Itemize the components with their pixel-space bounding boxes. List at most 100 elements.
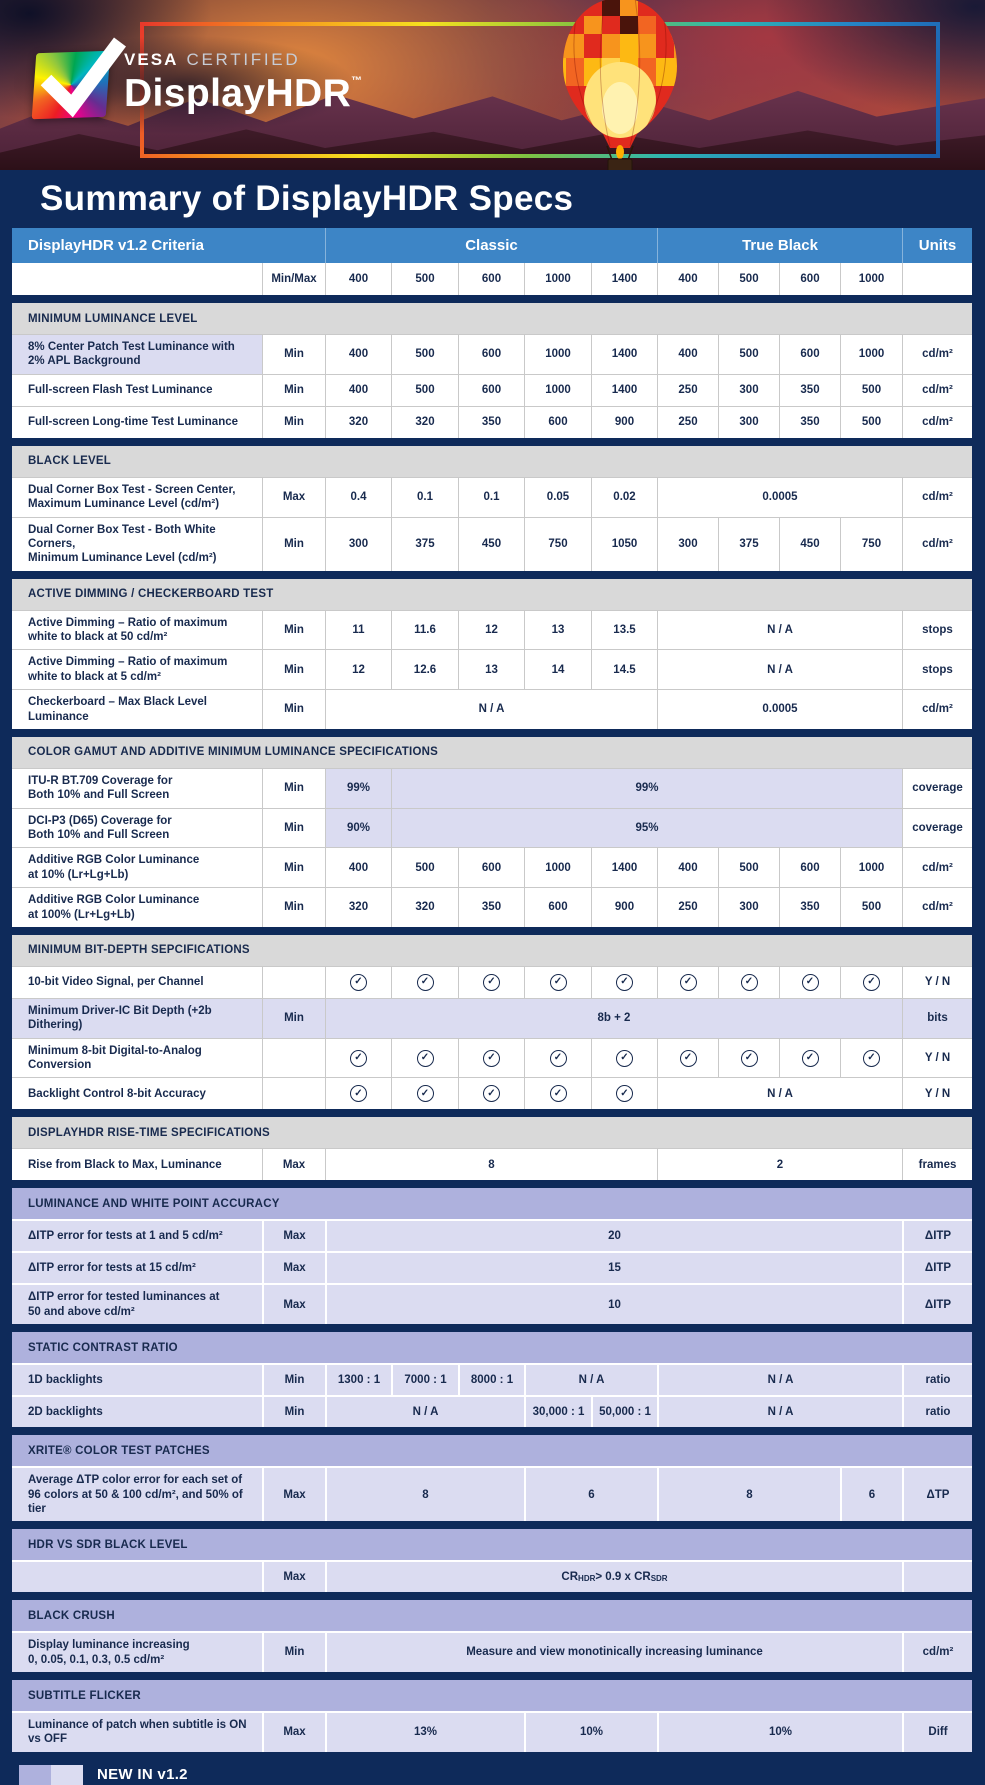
check-circle-icon: ✓ — [616, 973, 633, 991]
value-cell: 12.6 — [391, 650, 458, 690]
tier-units-cell — [902, 263, 972, 295]
spec-label-cell: Rise from Black to Max, Luminance — [28, 1158, 222, 1171]
check-circle-icon: ✓ — [416, 1049, 434, 1067]
minmax-cell — [262, 966, 325, 998]
section-static-contrast-ratio: STATIC CONTRAST RATIO 1D backlights Min 130… — [12, 1332, 972, 1428]
value-cell: 500 — [840, 406, 902, 438]
formula-text: CR — [561, 1571, 579, 1584]
spec-row: Dual Corner Box Test - Screen Center, Ma… — [12, 476, 972, 517]
value-cell: 400 — [325, 374, 391, 406]
tier-value-cell: 1000 — [524, 263, 591, 295]
value-cell: 500 — [391, 848, 458, 888]
value-cell: N / A — [657, 610, 902, 650]
spec-label-cell: 8% Center Patch Test Luminance with 2% A… — [12, 335, 262, 374]
spec-label-cell: Dual Corner Box Test - Screen Center, Ma… — [28, 483, 236, 511]
spec-row: Full-screen Long-time Test Luminance Min 3… — [12, 405, 972, 438]
value-cell: 350 — [458, 406, 524, 438]
minmax-cell: Max — [262, 1149, 325, 1181]
minmax-header-cell: Min/Max — [262, 263, 325, 295]
spec-row: Luminance of patch when subtitle is ON v… — [12, 1711, 972, 1752]
value-cell: ✓ — [524, 1078, 591, 1110]
value-cell: 90% — [325, 808, 391, 848]
value-cell: 12 — [325, 650, 391, 690]
value-cell: 8b + 2 — [325, 998, 902, 1038]
section-title: MINIMUM LUMINANCE LEVEL — [12, 303, 972, 334]
section-hdr-vs-sdr-black-level: HDR VS SDR BLACK LEVEL Max CR HDR > 0.9 x C… — [12, 1529, 972, 1593]
units-cell: Y / N — [902, 1078, 972, 1110]
value-cell: ✓ — [524, 1038, 591, 1078]
value-cell: 300 — [718, 888, 779, 927]
units-cell: cd/m² — [902, 888, 972, 927]
value-cell: N / A — [524, 1365, 657, 1396]
criteria-header: DisplayHDR v1.2 Criteria — [28, 237, 204, 254]
check-circle-icon: ✓ — [350, 973, 367, 991]
table-header-row: DisplayHDR v1.2 Criteria Classic True Blac… — [12, 228, 972, 263]
legend-swatch-medium — [19, 1764, 51, 1785]
logo-checkmark-icon — [40, 37, 126, 118]
hot-air-balloon — [563, 0, 677, 170]
value-cell: ✓ — [458, 1038, 524, 1078]
value-cell: 30,000 : 1 — [524, 1397, 591, 1428]
value-cell: 13 — [458, 650, 524, 690]
spec-label-cell: Checkerboard – Max Black Level Luminance — [28, 696, 207, 723]
value-cell: 15 — [325, 1253, 902, 1284]
spec-label-cell: ΔITP error for tested luminances at 50 a… — [28, 1291, 220, 1318]
spec-row: ΔITP error for tests at 1 and 5 cd/m² Max… — [12, 1219, 972, 1252]
section-title: SUBTITLE FLICKER — [12, 1680, 972, 1711]
value-cell: 1400 — [591, 335, 657, 374]
units-cell: coverage — [902, 768, 972, 808]
spec-row: 10-bit Video Signal, per Channel ✓ ✓ ✓ ✓ ✓ ✓ ✓ ✓… — [12, 965, 972, 998]
minmax-cell: Min — [262, 335, 325, 374]
check-circle-icon: ✓ — [679, 1049, 697, 1067]
check-circle-icon: ✓ — [863, 1049, 880, 1067]
minmax-cell: Min — [262, 848, 325, 888]
check-circle-icon: ✓ — [483, 1085, 500, 1103]
spec-label-cell: Active Dimming – Ratio of maximum white … — [28, 616, 228, 643]
check-circle-icon: ✓ — [616, 1049, 633, 1067]
check-circle-icon: ✓ — [863, 973, 880, 991]
value-cell: 500 — [840, 888, 902, 927]
value-cell: 600 — [458, 374, 524, 406]
value-cell: ✓ — [391, 1078, 458, 1110]
value-cell: 13% — [325, 1713, 524, 1752]
section-title: XRITE® COLOR TEST PATCHES — [12, 1435, 972, 1467]
units-cell: stops — [902, 650, 972, 690]
value-cell: 8 — [325, 1468, 524, 1522]
value-cell: 600 — [458, 848, 524, 888]
tier-value-cell: 400 — [325, 263, 391, 295]
trademark-symbol: ™ — [351, 75, 363, 87]
section-title: MINIMUM BIT-DEPTH SEPCIFICATIONS — [12, 934, 972, 966]
spec-label-cell: Average ΔTP color error for each set of … — [28, 1474, 243, 1515]
value-cell: 1000 — [524, 335, 591, 374]
value-cell: N / A — [657, 650, 902, 690]
spec-row: ΔITP error for tests at 15 cd/m² Max 15 ΔIT… — [12, 1251, 972, 1284]
section-xrite-color-test-patches: XRITE® COLOR TEST PATCHES Average ΔTP col… — [12, 1435, 972, 1522]
value-cell: 500 — [391, 335, 458, 374]
units-cell: cd/m² — [902, 1633, 972, 1672]
value-cell: 400 — [325, 335, 391, 374]
value-cell: 11.6 — [391, 610, 458, 650]
check-circle-icon: ✓ — [350, 1085, 367, 1103]
section-title: DISPLAYHDR RISE-TIME SPECIFICATIONS — [12, 1117, 972, 1149]
value-cell: 320 — [325, 888, 391, 927]
value-cell: 400 — [657, 848, 718, 888]
check-circle-icon: ✓ — [616, 1085, 633, 1103]
value-cell: ✓ — [391, 1038, 458, 1078]
units-cell: Diff — [902, 1713, 972, 1752]
value-cell: 300 — [657, 517, 718, 571]
value-cell: 500 — [718, 335, 779, 374]
value-cell: ✓ — [779, 966, 840, 998]
value-cell: 600 — [779, 848, 840, 888]
value-cell: 500 — [391, 374, 458, 406]
section-color-gamut: COLOR GAMUT AND ADDITIVE MINIMUM LUMINAN… — [12, 736, 972, 927]
spec-row: Minimum 8-bit Digital-to-Analog Conversi… — [12, 1037, 972, 1078]
spec-row: 2D backlights Min N / A 30,000 : 1 50,000 : … — [12, 1395, 972, 1428]
spec-label-cell: ΔITP error for tests at 15 cd/m² — [28, 1262, 196, 1275]
tier-value-cell: 600 — [458, 263, 524, 295]
spec-row: Average ΔTP color error for each set of … — [12, 1466, 972, 1522]
units-cell: ΔITP — [902, 1285, 972, 1325]
units-header: Units — [902, 228, 972, 263]
value-cell: 375 — [718, 517, 779, 571]
logo-vesa-text: VESA — [124, 50, 179, 69]
